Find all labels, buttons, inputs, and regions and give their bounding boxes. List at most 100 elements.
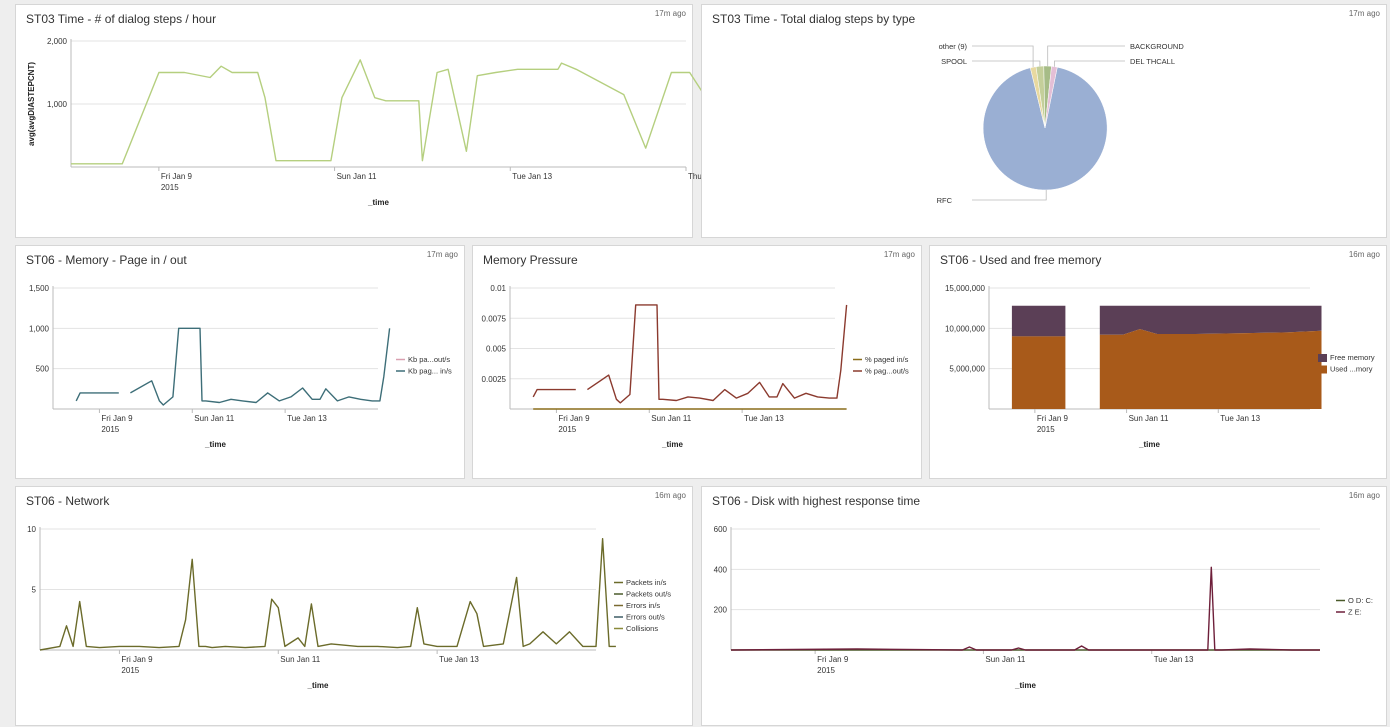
panel-age: 16m ago bbox=[1348, 491, 1380, 500]
y-tick-label: 10,000,000 bbox=[945, 324, 986, 333]
chart[interactable]: 200 400 600 Fri Jan 9 2015 Sun Jan 11 Tue Jan … bbox=[702, 487, 1388, 727]
x-tick-label: Sun Jan 11 bbox=[280, 655, 320, 664]
x-tick-label: Fri Jan 9 bbox=[1037, 414, 1069, 423]
panel-dialog-steps-per-hour: ST03 Time - # of dialog steps / hour 17m… bbox=[15, 4, 729, 239]
pie-leader-line bbox=[972, 60, 1041, 67]
y-tick-label: 5 bbox=[32, 586, 37, 595]
x-tick-label: Sun Jan 11 bbox=[985, 655, 1025, 664]
x-tick-label: Fri Jan 9 bbox=[101, 414, 133, 423]
pie-leader-line bbox=[1053, 60, 1125, 67]
chart[interactable]: 5,000,000 10,000,000 15,000,000 Fri Jan 9 20… bbox=[930, 246, 1388, 480]
pie-slice-label: other (9) bbox=[939, 42, 968, 51]
legend-label: Packets out/s bbox=[626, 590, 671, 599]
panel-age: 17m ago bbox=[883, 250, 915, 259]
x-axis-title: _time bbox=[367, 198, 389, 207]
x-tick-label: Fri Jan 9 bbox=[817, 655, 849, 664]
y-tick-label: 15,000,000 bbox=[945, 284, 986, 293]
panel-age: 17m ago bbox=[426, 250, 458, 259]
panel-title: ST06 - Network bbox=[26, 494, 110, 508]
x-tick-sublabel: 2015 bbox=[161, 183, 179, 192]
y-tick-label: 2,000 bbox=[47, 37, 68, 46]
panel-age: 17m ago bbox=[654, 9, 686, 18]
area-free-memory bbox=[1011, 305, 1066, 337]
pie-slice bbox=[982, 66, 1108, 191]
legend-swatch bbox=[1318, 365, 1327, 374]
y-tick-label: 0.005 bbox=[486, 345, 507, 354]
legend-label: Errors in/s bbox=[626, 601, 660, 610]
x-axis-title: _time bbox=[1014, 681, 1036, 690]
x-tick-sublabel: 2015 bbox=[817, 666, 835, 675]
pie-slice-label: BACKGROUND bbox=[1130, 42, 1184, 51]
chart[interactable]: 5 10 Fri Jan 9 2015 Sun Jan 11 Tue Jan 13 _tim… bbox=[16, 487, 694, 727]
chart[interactable]: RFC other (9) SPOOL BACKGROUND DEL THCALL bbox=[702, 5, 1388, 239]
chart[interactable]: 0.0025 0.005 0.0075 0.01 Fri Jan 9 2015 Sun Ja… bbox=[473, 246, 923, 480]
y-tick-label: 500 bbox=[36, 365, 50, 374]
y-tick-label: 1,000 bbox=[47, 100, 68, 109]
series-line bbox=[532, 304, 848, 404]
y-tick-label: 5,000,000 bbox=[949, 365, 985, 374]
x-tick-label: Tue Jan 13 bbox=[439, 655, 479, 664]
x-tick-label: Tue Jan 13 bbox=[287, 414, 327, 423]
y-tick-label: 400 bbox=[714, 565, 728, 574]
legend-label: % pag...out/s bbox=[865, 367, 909, 376]
x-tick-label: Fri Jan 9 bbox=[558, 414, 590, 423]
x-tick-sublabel: 2015 bbox=[121, 666, 139, 675]
x-tick-label: Sun Jan 11 bbox=[194, 414, 234, 423]
y-tick-label: 0.0075 bbox=[482, 314, 507, 323]
panel-memory-page-in-out: ST06 - Memory - Page in / out 17m ago 50… bbox=[15, 245, 465, 479]
x-tick-label: Fri Jan 9 bbox=[161, 172, 193, 181]
legend-label: Packets in/s bbox=[626, 578, 667, 587]
pie-leader-line bbox=[972, 45, 1034, 68]
x-tick-label: Tue Jan 13 bbox=[512, 172, 552, 181]
x-tick-label: Sun Jan 11 bbox=[337, 172, 377, 181]
area-free-memory bbox=[1099, 305, 1322, 335]
x-tick-sublabel: 2015 bbox=[101, 425, 119, 434]
y-tick-label: 10 bbox=[27, 525, 36, 534]
panel-title: ST06 - Disk with highest response time bbox=[712, 494, 921, 508]
series-line bbox=[75, 327, 391, 406]
panel-memory-pressure: Memory Pressure 17m ago 0.0025 0.005 0.007… bbox=[472, 245, 922, 479]
legend-label: Collisions bbox=[626, 624, 658, 633]
chart[interactable]: 1,000 2,000 Fri Jan 9 2015 Sun Jan 11 Tue Jan… bbox=[16, 5, 729, 239]
panel-dialog-steps-by-type: ST03 Time - Total dialog steps by type 1… bbox=[701, 4, 1387, 238]
y-tick-label: 0.01 bbox=[490, 284, 506, 293]
y-tick-label: 0.0025 bbox=[482, 375, 507, 384]
legend-label: Errors out/s bbox=[626, 613, 665, 622]
panel-title: ST03 Time - Total dialog steps by type bbox=[712, 12, 916, 26]
x-axis-title: _time bbox=[204, 440, 226, 449]
x-tick-label: Fri Jan 9 bbox=[121, 655, 153, 664]
panel-title: Memory Pressure bbox=[483, 253, 578, 267]
panel-age: 16m ago bbox=[1348, 250, 1380, 259]
pie-slice-label: SPOOL bbox=[941, 57, 967, 66]
series-line bbox=[730, 566, 1320, 651]
x-tick-label: Sun Jan 11 bbox=[651, 414, 691, 423]
x-axis-title: _time bbox=[661, 440, 683, 449]
chart[interactable]: 500 1,000 1,500 Fri Jan 9 2015 Sun Jan 11 Tue … bbox=[16, 246, 466, 480]
area-used-memory bbox=[1099, 329, 1322, 409]
x-tick-label: Tue Jan 13 bbox=[744, 414, 784, 423]
y-tick-label: 200 bbox=[714, 606, 728, 615]
x-tick-sublabel: 2015 bbox=[558, 425, 576, 434]
legend-label: Kb pag... in/s bbox=[408, 367, 452, 376]
legend-label: Kb pa...out/s bbox=[408, 355, 450, 364]
y-tick-label: 1,500 bbox=[29, 284, 50, 293]
panel-used-free-memory: ST06 - Used and free memory 16m ago 5,00… bbox=[929, 245, 1387, 479]
series-line bbox=[71, 59, 719, 165]
pie-slice-label: RFC bbox=[937, 196, 953, 205]
legend-label: % paged in/s bbox=[865, 355, 909, 364]
legend-label: Z E: bbox=[1348, 608, 1362, 617]
legend-label: Used ...mory bbox=[1330, 365, 1373, 374]
legend-label: O D: C: bbox=[1348, 596, 1373, 605]
x-tick-label: Tue Jan 13 bbox=[1220, 414, 1260, 423]
y-tick-label: 1,000 bbox=[29, 324, 50, 333]
pie-slice-label: DEL THCALL bbox=[1130, 57, 1175, 66]
area-used-memory bbox=[1011, 336, 1066, 409]
x-axis-title: _time bbox=[1138, 440, 1160, 449]
panel-disk-response-time: ST06 - Disk with highest response time 1… bbox=[701, 486, 1387, 726]
legend-label: Free memory bbox=[1330, 353, 1375, 362]
panel-title: ST06 - Used and free memory bbox=[940, 253, 1102, 267]
panel-network: ST06 - Network 16m ago 5 10 Fri Jan 9 2015 S… bbox=[15, 486, 693, 726]
panel-age: 17m ago bbox=[1348, 9, 1380, 18]
x-tick-sublabel: 2015 bbox=[1037, 425, 1055, 434]
panel-title: ST06 - Memory - Page in / out bbox=[26, 253, 187, 267]
